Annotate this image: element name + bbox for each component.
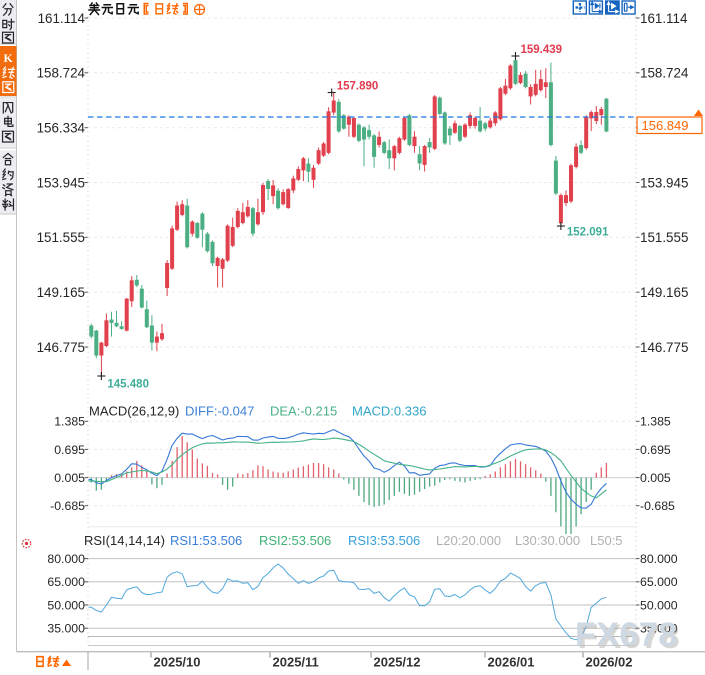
svg-text:2026/02: 2026/02 xyxy=(586,655,633,670)
svg-text:158.724: 158.724 xyxy=(37,66,86,81)
svg-text:L30:30.000: L30:30.000 xyxy=(515,533,580,548)
svg-text:35.000: 35.000 xyxy=(640,622,678,636)
svg-text:50.000: 50.000 xyxy=(47,598,85,612)
svg-text:MACD(26,12,9): MACD(26,12,9) xyxy=(89,404,179,419)
svg-text:RSI1:53.506: RSI1:53.506 xyxy=(170,533,242,548)
svg-text:RSI3:53.506: RSI3:53.506 xyxy=(348,533,420,548)
svg-text:146.775: 146.775 xyxy=(37,340,85,355)
svg-text:151.555: 151.555 xyxy=(37,230,85,245)
svg-text:156.849: 156.849 xyxy=(642,118,689,133)
svg-text:161.114: 161.114 xyxy=(640,11,688,26)
svg-text:0.695: 0.695 xyxy=(640,443,671,457)
svg-text:FX678: FX678 xyxy=(575,616,678,654)
svg-text:153.945: 153.945 xyxy=(37,175,85,190)
svg-text:161.114: 161.114 xyxy=(38,11,86,26)
svg-text:65.000: 65.000 xyxy=(640,575,678,589)
svg-text:146.775: 146.775 xyxy=(640,340,688,355)
svg-text:158.724: 158.724 xyxy=(640,66,689,81)
svg-text:65.000: 65.000 xyxy=(47,575,85,589)
svg-text:DEA:-0.215: DEA:-0.215 xyxy=(270,404,337,419)
svg-text:0.005: 0.005 xyxy=(54,471,85,485)
svg-text:151.555: 151.555 xyxy=(640,230,688,245)
svg-text:50.000: 50.000 xyxy=(640,598,678,612)
svg-text:MACD:0.336: MACD:0.336 xyxy=(352,404,426,419)
svg-text:1.385: 1.385 xyxy=(54,415,85,429)
svg-text:FX678: FX678 xyxy=(578,618,681,656)
svg-text:153.945: 153.945 xyxy=(640,175,688,190)
svg-text:2025/11: 2025/11 xyxy=(273,655,319,670)
svg-text:1.385: 1.385 xyxy=(640,415,671,429)
svg-text:149.165: 149.165 xyxy=(37,285,85,300)
svg-text:RSI(14,14,14): RSI(14,14,14) xyxy=(84,533,165,548)
svg-text:DIFF:-0.047: DIFF:-0.047 xyxy=(185,404,254,419)
svg-text:145.480: 145.480 xyxy=(107,379,149,391)
svg-text:80.000: 80.000 xyxy=(640,552,678,566)
svg-text:-0.685: -0.685 xyxy=(640,499,675,513)
svg-text:159.439: 159.439 xyxy=(521,44,563,56)
svg-text:2026/01: 2026/01 xyxy=(488,655,535,670)
svg-text:K: K xyxy=(4,51,14,65)
svg-text:-0.685: -0.685 xyxy=(50,499,85,513)
svg-text:L50:5: L50:5 xyxy=(590,533,623,548)
svg-text:2025/10: 2025/10 xyxy=(154,655,201,670)
svg-text:80.000: 80.000 xyxy=(47,552,85,566)
svg-text:149.165: 149.165 xyxy=(640,285,688,300)
svg-text:156.334: 156.334 xyxy=(37,121,86,136)
svg-text:35.000: 35.000 xyxy=(47,622,85,636)
svg-text:RSI2:53.506: RSI2:53.506 xyxy=(259,533,331,548)
svg-text:157.890: 157.890 xyxy=(337,81,379,93)
svg-text:2025/12: 2025/12 xyxy=(374,655,421,670)
svg-text:0.005: 0.005 xyxy=(640,471,671,485)
svg-text:0.695: 0.695 xyxy=(54,443,85,457)
svg-text:L20:20.000: L20:20.000 xyxy=(436,533,501,548)
svg-text:152.091: 152.091 xyxy=(567,227,609,239)
